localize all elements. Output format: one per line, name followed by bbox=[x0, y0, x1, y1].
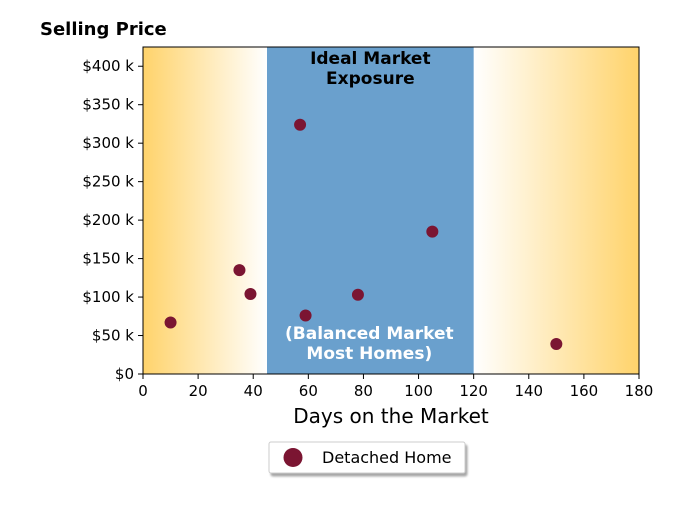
y-axis: $0 $50 k $100 k $150 k $200 k $250 k $300 k $35… bbox=[82, 57, 143, 383]
x-tick-label: 0 bbox=[138, 382, 148, 400]
y-tick-label: $300 k bbox=[82, 134, 134, 152]
data-point bbox=[550, 337, 563, 350]
legend: Detached Home bbox=[268, 441, 466, 474]
x-tick-label: 100 bbox=[404, 382, 433, 400]
x-tick-label: 20 bbox=[189, 382, 208, 400]
balanced-market-label: (Balanced Market bbox=[285, 324, 454, 344]
y-tick-label: $0 bbox=[115, 365, 134, 383]
y-tick-label: $350 k bbox=[82, 96, 134, 114]
balanced-market-label: Most Homes) bbox=[306, 344, 432, 364]
y-tick-label: $250 k bbox=[82, 173, 134, 191]
x-tick-label: 80 bbox=[354, 382, 373, 400]
ideal-exposure-label: Exposure bbox=[326, 69, 415, 89]
x-tick-label: 120 bbox=[459, 382, 488, 400]
market-zone-band bbox=[143, 47, 267, 374]
data-points bbox=[164, 118, 563, 350]
legend-marker-icon bbox=[283, 448, 303, 467]
x-axis: 0 20 40 60 80 100 120 140 160 180 bbox=[138, 374, 653, 400]
y-tick-label: $50 k bbox=[92, 327, 134, 345]
chart-title: Selling Price bbox=[40, 19, 167, 40]
x-tick-label: 60 bbox=[299, 382, 318, 400]
data-point bbox=[299, 309, 312, 322]
data-point bbox=[244, 287, 257, 300]
y-tick-label: $100 k bbox=[82, 288, 134, 306]
data-point bbox=[294, 118, 307, 131]
x-tick-label: 160 bbox=[570, 382, 599, 400]
legend-box bbox=[268, 441, 466, 474]
market-zones bbox=[143, 47, 639, 374]
plot-frame bbox=[142, 46, 640, 375]
data-point bbox=[351, 288, 364, 301]
data-point bbox=[164, 316, 177, 329]
x-tick-label: 140 bbox=[514, 382, 543, 400]
x-tick-label: 40 bbox=[244, 382, 263, 400]
data-point bbox=[233, 264, 246, 277]
x-axis-label: Days on the Market bbox=[293, 404, 489, 428]
market-zone-band bbox=[473, 47, 639, 374]
ideal-exposure-label: Ideal Market bbox=[310, 49, 431, 69]
legend-label: Detached Home bbox=[322, 448, 452, 467]
y-tick-label: $400 k bbox=[82, 57, 134, 75]
y-tick-label: $200 k bbox=[82, 211, 134, 229]
data-point bbox=[426, 225, 439, 238]
x-tick-label: 180 bbox=[625, 382, 654, 400]
y-tick-label: $150 k bbox=[82, 250, 134, 268]
